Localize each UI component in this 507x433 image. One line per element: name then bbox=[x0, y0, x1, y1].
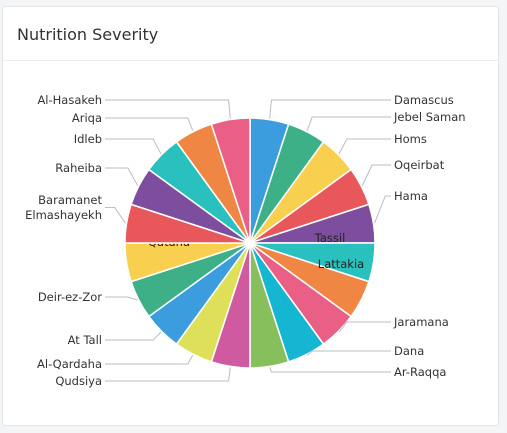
slice-label: Qudsiya bbox=[55, 374, 102, 388]
pie-slice[interactable] bbox=[210, 117, 251, 244]
slice-label: Ariqa bbox=[72, 111, 102, 125]
leader-line bbox=[306, 116, 391, 131]
slice-label: Al-Qardaha bbox=[37, 357, 102, 371]
leader-line bbox=[105, 207, 126, 224]
slice-label: Raheiba bbox=[55, 161, 102, 175]
leader-line bbox=[105, 331, 162, 341]
slice-label: Oqeirbat bbox=[394, 158, 445, 172]
slice-label: Al-Hasakeh bbox=[37, 93, 102, 107]
leader-line bbox=[105, 167, 139, 187]
slice-label: Hama bbox=[394, 189, 428, 203]
leader-line bbox=[105, 355, 194, 365]
leader-line bbox=[105, 296, 138, 301]
leader-line bbox=[361, 164, 391, 187]
card-header: Nutrition Severity bbox=[3, 7, 498, 61]
slice-label: Jebel Saman bbox=[393, 110, 466, 124]
leader-line bbox=[306, 350, 391, 356]
leader-line bbox=[373, 195, 391, 224]
leader-line bbox=[269, 99, 391, 119]
slice-label: Idleb bbox=[74, 132, 102, 146]
leader-line bbox=[338, 138, 391, 155]
leader-line bbox=[105, 367, 231, 382]
slice-label: Deir-ez-Zor bbox=[38, 290, 102, 304]
slice-label: Damascus bbox=[394, 93, 454, 107]
slice-label: Homs bbox=[394, 132, 427, 146]
card-title: Nutrition Severity bbox=[17, 25, 159, 44]
slice-label: Dana bbox=[394, 344, 424, 358]
leader-line bbox=[269, 367, 391, 373]
slice-label: Jaramana bbox=[393, 315, 449, 329]
slice-label: Lattakia bbox=[318, 257, 364, 271]
leader-line bbox=[105, 99, 231, 119]
leader-line bbox=[105, 117, 194, 131]
slice-label: At Tall bbox=[68, 333, 102, 347]
leader-line bbox=[105, 138, 162, 155]
leader-line bbox=[338, 321, 391, 333]
slice-label: Ar-Raqqa bbox=[394, 365, 446, 379]
slice-label: Baramanet Elmashayekh bbox=[25, 193, 102, 222]
slice-label: Tassil bbox=[314, 231, 346, 245]
